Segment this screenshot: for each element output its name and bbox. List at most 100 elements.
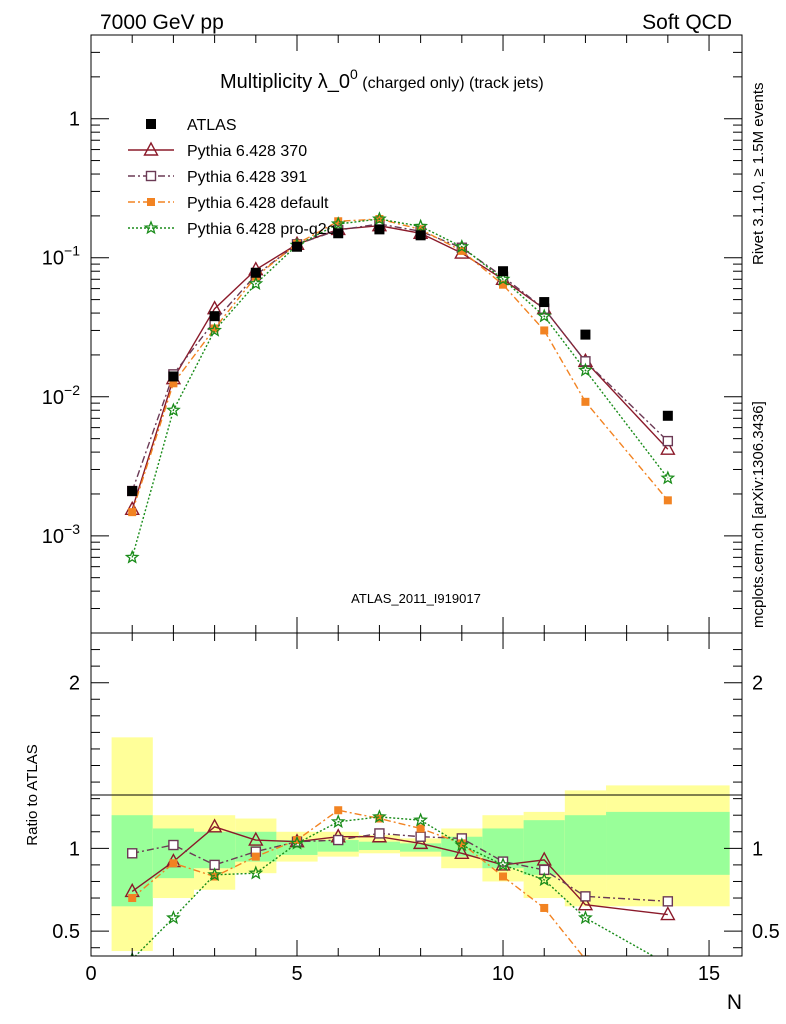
legend-label: Pythia 6.428 pro-q2o [187,221,336,238]
main-axis-ticks [90,34,742,634]
x-tick-label: 15 [698,963,720,985]
data-point [539,297,550,308]
legend-entry: Pythia 6.428 pro-q2o [128,220,336,238]
x-tick-label: 10 [492,963,514,985]
data-point [660,440,676,455]
legend-label: Pythia 6.428 370 [187,143,307,160]
x-tick-label: 5 [291,963,302,985]
data-point [127,486,138,497]
main-y-tick-label: 10−1 [42,243,80,270]
data-point [333,228,344,239]
ratio-point [536,872,552,887]
ratio-line [134,816,655,956]
legend-marker [147,198,155,206]
ratio-point [581,955,590,956]
data-point [415,230,426,241]
ratio-point [580,891,591,902]
data-point [413,218,429,233]
legend-entry: Pythia 6.428 391 [128,169,307,186]
legend-marker [146,119,156,129]
ratio-point [372,809,387,824]
main-series-atlas [127,224,673,497]
ratio-axis-ticks [90,633,742,956]
data-point [330,216,346,231]
legend-marker [145,170,157,182]
ratio-point [248,865,264,880]
ratio-point [499,872,508,881]
x-tick-label: 0 [85,963,96,985]
data-point [169,379,178,388]
mcplots-reference-label: mcplots.cern.ch [arXiv:1306.3436] [750,401,767,628]
data-point [168,371,179,382]
ratio-series-pythia-6-428-default [128,806,672,977]
legend-label: ATLAS [187,117,237,134]
ratio-y-tick-label-right: 0.5 [752,921,780,943]
main-y-tick-label: 10−3 [42,521,80,548]
ratio-point [334,806,343,815]
main-series-pythia-6-428-391 [127,218,674,497]
ratio-y-tick-label-right: 2 [752,673,763,695]
ratio-point [293,836,302,845]
main-series-pythia-6-428-pro-q2o [124,211,676,564]
ratio-point [578,910,593,925]
main-series-pythia-6-428-370 [124,217,676,516]
data-point [663,496,672,505]
main-y-tick-label-exponent: −3 [64,521,80,537]
data-point [454,238,470,254]
chart-title-superscript: 0 [350,66,358,82]
data-point [372,211,387,226]
ratio-point [251,852,260,861]
chart-title-suffix: (charged only) (track jets) [358,75,544,92]
ratio-point [374,828,385,839]
data-point [457,246,466,255]
data-point [166,402,181,417]
data-point [578,362,593,377]
ratio-point [127,848,138,859]
data-point [580,329,591,340]
legend-marker [143,220,159,235]
ratio-point [289,835,305,850]
ratio-point [662,896,674,907]
data-point [207,322,223,337]
series-line [131,218,669,558]
series-line [131,224,669,510]
ratio-point [540,903,549,912]
ratio-point [413,812,429,827]
data-point [210,324,219,333]
data-point [540,326,549,335]
data-point [124,549,140,564]
data-point [660,470,676,485]
ratio-y-axis-label: Ratio to ATLAS [24,744,41,845]
main-y-tick-label-base: 10 [42,248,64,270]
header-energy-label: 7000 GeV pp [100,11,224,34]
green-band [317,840,359,852]
rivet-version-label: Rivet 3.1.10, ≥ 1.5M events [750,83,767,266]
data-point [374,224,385,235]
ratio-point [128,894,137,903]
main-y-tick-label-base: 10 [42,526,64,548]
watermark-analysis-id: ATLAS_2011_I919017 [351,591,481,606]
ratio-point [497,856,509,867]
ratio-point [416,824,425,833]
main-y-tick-label: 10−2 [42,382,80,409]
ratio-series-pythia-6-428-pro-q2o [130,809,655,956]
ratio-point [454,837,470,852]
legend: ATLAS Pythia 6.428 370 Pythia 6.428 391 Pyt… [128,117,336,238]
chart-title-main: Multiplicity λ_0 [220,71,350,93]
ratio-point [412,834,429,850]
data-point [495,271,511,286]
green-band [400,843,442,852]
ratio-panel-frame [90,632,743,957]
data-point [536,308,552,323]
green-band [358,841,401,850]
data-point [581,397,590,406]
green-band [111,815,153,907]
ratio-point [577,896,594,911]
ratio-point [664,969,672,977]
legend-label: Pythia 6.428 default [187,195,329,212]
ratio-point [207,867,223,882]
ratio-point [169,859,178,868]
main-y-tick-labels: 10−310−210−11 [42,109,80,548]
legend-entry: Pythia 6.428 default [128,195,329,212]
